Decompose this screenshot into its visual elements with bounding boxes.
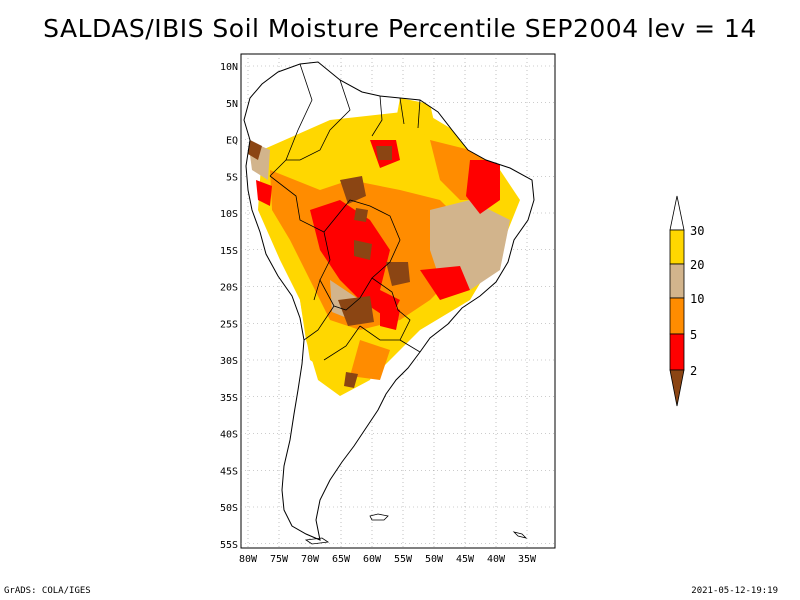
longitude-labels: 80W 75W 70W 65W 60W 55W 50W 45W 40W 35W [239, 554, 537, 565]
lat-tick-label: 45S [220, 466, 238, 477]
lon-tick-label: 50W [425, 554, 444, 565]
percentile-region [344, 372, 358, 388]
lon-tick-label: 55W [394, 554, 413, 565]
percentile-region [350, 340, 390, 380]
lat-tick-label: 25S [220, 319, 238, 330]
lat-tick-label: 35S [220, 393, 238, 404]
percentile-region [340, 176, 366, 204]
lat-tick-label: 20S [220, 283, 238, 294]
colorbar-label-5: 5 [690, 328, 697, 342]
lon-tick-label: 45W [456, 554, 475, 565]
colorbar: 30 20 10 5 2 [669, 195, 704, 407]
lon-tick-label: 80W [239, 554, 258, 565]
percentile-region [310, 200, 400, 320]
colorbar-10-20 [669, 263, 685, 299]
map-title: SALDAS/IBIS Soil Moisture Percentile SEP… [43, 14, 757, 43]
footer-credit: GrADS: COLA/IGES [4, 586, 91, 596]
country-borders [269, 63, 421, 361]
percentile-region [354, 208, 368, 222]
colorbar-label-2: 2 [690, 364, 697, 378]
lat-tick-label: 50S [220, 503, 238, 514]
islands [304, 513, 528, 545]
lon-tick-label: 70W [301, 554, 320, 565]
colorbar-bottom-arrow [669, 369, 685, 407]
percentile-region [338, 296, 374, 326]
percentile-region [376, 146, 392, 160]
colorbar-label-20: 20 [690, 258, 704, 272]
percentile-region [380, 300, 400, 330]
percentile-region [386, 262, 410, 286]
colorbar-2-5 [669, 333, 685, 371]
lat-tick-label: 30S [220, 356, 238, 367]
percentile-region [354, 240, 372, 260]
lon-tick-label: 40W [487, 554, 506, 565]
lat-tick-label: 5S [226, 172, 238, 183]
latitude-labels: 10N 5N EQ 5S 10S 15S 20S 25S 30S 35S 40S 45S 50S 55S [220, 62, 238, 551]
lon-tick-label: 65W [332, 554, 351, 565]
lat-tick-label: 10N [220, 62, 238, 73]
lat-tick-label: 40S [220, 430, 238, 441]
footer-timestamp: 2021-05-12-19:19 [691, 586, 778, 596]
lat-tick-label: EQ [226, 136, 238, 147]
percentile-region [420, 266, 470, 300]
lat-tick-label: 10S [220, 209, 238, 220]
percentile-region [396, 98, 436, 140]
colorbar-top-arrow [669, 195, 685, 231]
lat-tick-label: 5N [226, 99, 238, 110]
percentile-region [256, 180, 272, 206]
lon-tick-label: 35W [518, 554, 537, 565]
colorbar-label-30: 30 [690, 224, 704, 238]
lat-tick-label: 55S [220, 540, 238, 551]
percentile-shading [248, 98, 520, 396]
colorbar-20-30 [669, 229, 685, 265]
percentile-region [466, 160, 500, 214]
map-frame [240, 53, 556, 549]
lon-tick-label: 60W [363, 554, 382, 565]
lat-tick-label: 15S [220, 246, 238, 257]
lon-tick-label: 75W [270, 554, 289, 565]
percentile-region [248, 140, 262, 160]
colorbar-5-10 [669, 297, 685, 335]
colorbar-label-10: 10 [690, 292, 704, 306]
